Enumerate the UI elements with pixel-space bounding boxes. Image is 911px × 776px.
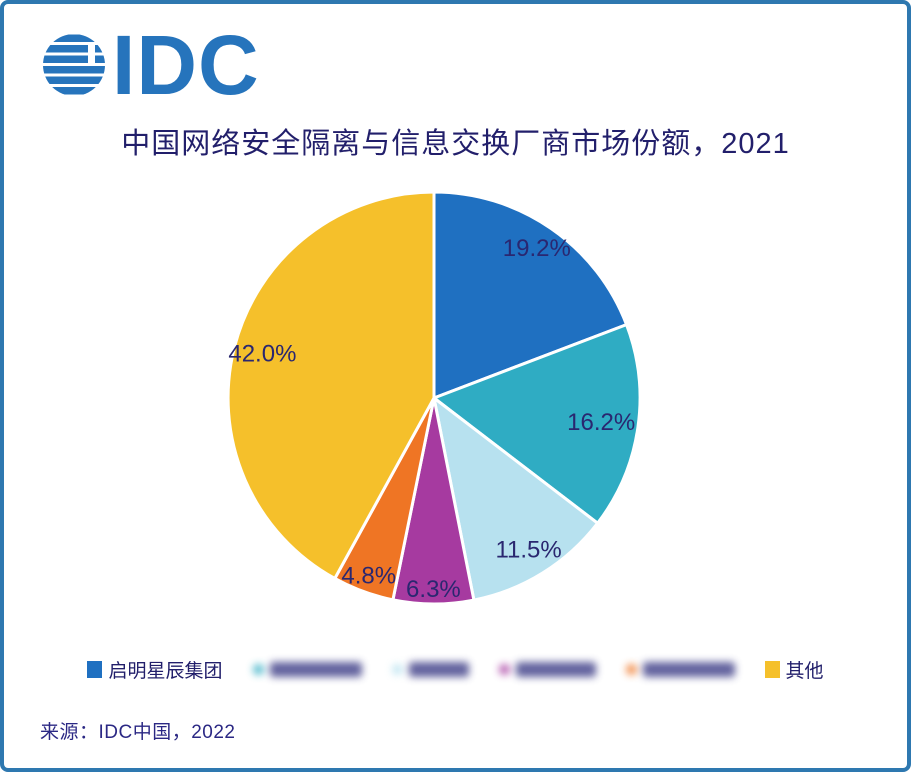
slice-label-5: 4.8% — [341, 562, 396, 589]
legend-label-3-blurred — [408, 662, 469, 677]
slice-label-4: 6.3% — [406, 576, 461, 603]
legend-label-1: 启明星辰集团 — [108, 661, 223, 682]
legend-item-2-redacted — [252, 662, 362, 677]
idc-logo-text: IDC — [112, 18, 260, 112]
legend-label-4-blurred — [515, 662, 596, 677]
legend-item-1: 启明星辰集团 — [87, 656, 223, 683]
slice-label-3: 11.5% — [495, 537, 561, 564]
legend-label-6: 其他 — [785, 661, 824, 682]
slice-label-6: 42.0% — [228, 340, 296, 367]
source-note: 来源：IDC中国，2022 — [40, 722, 236, 743]
legend: 启明星辰集团 其他 — [4, 656, 907, 683]
legend-item-6: 其他 — [764, 656, 824, 683]
slice-label-2: 16.2% — [567, 409, 635, 436]
pie-slice-3 — [432, 396, 600, 602]
idc-globe-icon — [43, 34, 105, 95]
legend-label-2-blurred — [269, 662, 362, 677]
legend-item-5-redacted — [625, 662, 735, 677]
legend-label-5-blurred — [642, 662, 735, 677]
pie-chart: 19.2% 16.2% 11.5% 6.3% 4.8% 42.0% — [226, 190, 642, 606]
legend-swatch-5 — [625, 664, 637, 675]
slice-label-1: 19.2% — [503, 235, 571, 262]
legend-swatch-3 — [391, 664, 403, 675]
pie-slice-6 — [226, 190, 436, 580]
legend-swatch-6 — [764, 661, 780, 678]
legend-swatch-4 — [498, 664, 510, 675]
idc-logo: IDC — [42, 18, 260, 112]
pie-slice-2 — [432, 323, 642, 525]
pie-slice-1 — [432, 190, 628, 400]
legend-item-3-redacted — [391, 662, 469, 677]
legend-swatch-2 — [252, 664, 264, 675]
legend-swatch-1 — [87, 661, 103, 678]
chart-title: 中国网络安全隔离与信息交换厂商市场份额，2021 — [121, 128, 790, 160]
legend-item-4-redacted — [498, 662, 596, 677]
